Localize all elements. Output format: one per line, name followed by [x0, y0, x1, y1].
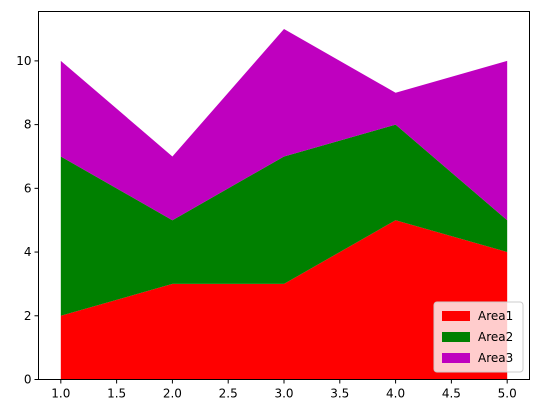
- legend-label: Area2: [478, 330, 513, 344]
- y-tick-label: 2: [24, 309, 32, 323]
- legend-label: Area1: [478, 309, 513, 323]
- x-axis: 1.0 1.5 2.0 2.5 3.0 3.5 4.0 4.5 5.0: [51, 379, 517, 401]
- y-tick-label: 4: [24, 245, 32, 259]
- area-series-2: [60, 124, 508, 316]
- area-series-3: [60, 29, 508, 221]
- legend-swatch: [442, 353, 470, 363]
- area-series-1: [60, 220, 508, 380]
- x-tick-label: 5.0: [498, 387, 517, 401]
- x-tick-label: 3.0: [274, 387, 293, 401]
- legend-swatch: [442, 332, 470, 342]
- x-tick-label: 1.5: [107, 387, 126, 401]
- x-tick-label: 1.0: [51, 387, 70, 401]
- chart-areas: [60, 29, 508, 380]
- y-tick-label: 0: [24, 373, 32, 387]
- x-tick-label: 2.5: [219, 387, 238, 401]
- legend: Area1 Area2 Area3: [433, 301, 524, 373]
- y-tick-label: 10: [16, 54, 31, 68]
- x-tick-label: 2.0: [163, 387, 182, 401]
- legend-swatch: [442, 311, 470, 321]
- legend-label: Area3: [478, 351, 513, 365]
- x-tick-label: 3.5: [330, 387, 349, 401]
- x-tick-label: 4.0: [386, 387, 405, 401]
- x-tick-label: 4.5: [442, 387, 461, 401]
- y-axis: 0 2 4 6 8 10: [16, 54, 39, 387]
- y-tick-label: 8: [24, 118, 32, 132]
- y-tick-label: 6: [24, 181, 32, 195]
